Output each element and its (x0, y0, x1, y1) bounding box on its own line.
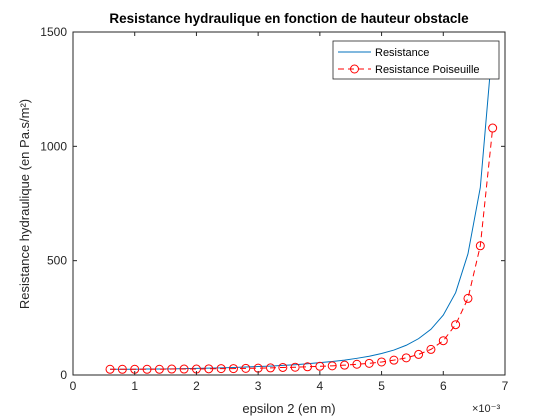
data-point (451, 320, 461, 330)
data-point (488, 123, 498, 133)
y-tick-label: 1000 (40, 139, 67, 153)
data-point (303, 362, 313, 372)
data-point (327, 361, 337, 371)
x-tick-label: 0 (70, 379, 77, 393)
data-point (117, 364, 127, 374)
series-layer (105, 43, 498, 374)
y-axis-label: Resistance hydraulique (en Pa.s/m²) (17, 99, 32, 309)
data-point (265, 363, 275, 373)
x-tick-label: 1 (131, 379, 138, 393)
x-tick-label: 2 (193, 379, 200, 393)
data-point (179, 364, 189, 374)
data-point (105, 364, 115, 374)
data-point (241, 363, 251, 373)
data-point (389, 355, 399, 365)
x-tick-label: 6 (440, 379, 447, 393)
data-point (401, 353, 411, 363)
data-point (364, 358, 374, 368)
legend-label-poiseuille: Resistance Poiseuille (375, 64, 480, 76)
legend-marker-poiseuille (350, 64, 359, 74)
x-tick-label: 4 (317, 379, 324, 393)
chart-title: Resistance hydraulique en fonction de ha… (109, 11, 469, 26)
x-axis-label: epsilon 2 (en m) (242, 401, 335, 416)
data-point (414, 349, 424, 359)
legend-label-resistance: Resistance (375, 47, 429, 59)
y-tick-label: 1500 (40, 25, 67, 39)
legend: Resistance Resistance Poiseuille (332, 40, 500, 80)
data-point (426, 344, 436, 354)
x-axis-exponent: ×10⁻³ (472, 403, 500, 415)
x-tick-label: 3 (255, 379, 262, 393)
data-point (290, 362, 300, 372)
x-tick-label: 5 (378, 379, 385, 393)
x-tick-label: 7 (502, 379, 509, 393)
data-point (438, 336, 448, 346)
plot-area (73, 32, 505, 375)
data-point (463, 293, 473, 303)
series-poiseuille (105, 123, 498, 374)
data-point (167, 364, 177, 374)
data-point (142, 364, 152, 374)
data-point (377, 357, 387, 367)
y-tick-label: 500 (47, 254, 67, 268)
data-point (352, 359, 362, 369)
series-line (110, 127, 494, 370)
data-point (216, 364, 226, 374)
data-point (315, 361, 325, 371)
data-point (228, 364, 238, 374)
data-point (278, 362, 288, 372)
ticks-layer: 0 1 2 3 4 5 6 7 0 500 1000 1500 (40, 25, 508, 393)
data-point (475, 241, 485, 251)
legend-box (332, 40, 500, 80)
data-point (204, 364, 214, 374)
y-tick-label: 0 (60, 368, 67, 382)
data-point (154, 364, 164, 374)
data-point (340, 360, 350, 370)
